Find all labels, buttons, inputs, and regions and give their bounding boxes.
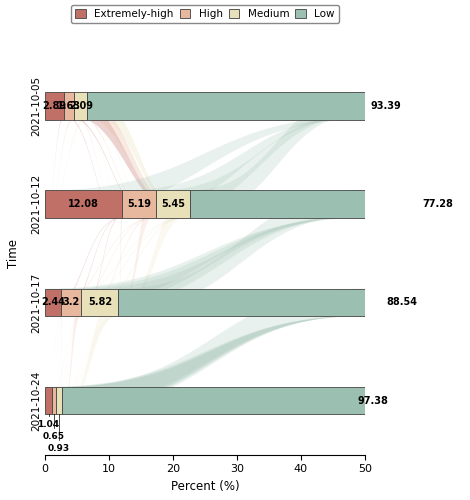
- Polygon shape: [45, 217, 190, 312]
- Bar: [45, 190, 123, 218]
- Polygon shape: [64, 115, 123, 218]
- Text: 2.09: 2.09: [69, 101, 93, 111]
- Text: 93.39: 93.39: [371, 101, 401, 111]
- Bar: [123, 190, 156, 218]
- Bar: [64, 92, 74, 120]
- Legend: Extremely-high, High, Medium, Low: Extremely-high, High, Medium, Low: [71, 4, 339, 23]
- Polygon shape: [87, 92, 190, 216]
- Polygon shape: [81, 214, 190, 312]
- Text: 0.65: 0.65: [43, 432, 65, 441]
- Polygon shape: [45, 217, 123, 316]
- Polygon shape: [123, 115, 365, 216]
- Polygon shape: [74, 115, 123, 217]
- Polygon shape: [64, 92, 190, 218]
- Bar: [118, 288, 470, 316]
- Text: 1.04: 1.04: [38, 420, 60, 430]
- Polygon shape: [45, 217, 365, 310]
- Polygon shape: [81, 214, 365, 310]
- Polygon shape: [45, 316, 81, 414]
- Polygon shape: [62, 288, 365, 412]
- Text: 1.63: 1.63: [57, 101, 81, 111]
- Polygon shape: [45, 316, 365, 412]
- Bar: [52, 387, 56, 414]
- Bar: [61, 288, 81, 316]
- Y-axis label: Time: Time: [7, 239, 20, 268]
- Polygon shape: [87, 115, 123, 216]
- Polygon shape: [61, 216, 156, 313]
- Polygon shape: [52, 316, 61, 414]
- Polygon shape: [156, 114, 365, 216]
- Polygon shape: [45, 316, 61, 414]
- Bar: [74, 92, 87, 120]
- Polygon shape: [45, 116, 64, 218]
- Bar: [45, 387, 52, 414]
- Polygon shape: [81, 214, 123, 316]
- Bar: [56, 387, 62, 414]
- Polygon shape: [61, 216, 190, 312]
- Polygon shape: [56, 316, 365, 412]
- Polygon shape: [52, 316, 365, 412]
- Polygon shape: [118, 190, 123, 316]
- Bar: [87, 92, 470, 120]
- Polygon shape: [45, 116, 365, 216]
- Polygon shape: [52, 316, 118, 413]
- Polygon shape: [74, 92, 190, 217]
- Text: 88.54: 88.54: [386, 298, 417, 308]
- Text: 97.38: 97.38: [358, 396, 389, 406]
- Text: 2.89: 2.89: [42, 101, 67, 111]
- X-axis label: Percent (%): Percent (%): [171, 480, 239, 493]
- Polygon shape: [45, 217, 156, 313]
- Polygon shape: [118, 190, 190, 312]
- Polygon shape: [81, 214, 156, 313]
- Polygon shape: [62, 288, 81, 414]
- Polygon shape: [61, 216, 365, 310]
- Polygon shape: [45, 116, 87, 216]
- Polygon shape: [118, 190, 156, 313]
- Polygon shape: [56, 316, 81, 414]
- Bar: [190, 190, 470, 218]
- Polygon shape: [64, 114, 156, 218]
- Polygon shape: [61, 288, 62, 414]
- Polygon shape: [45, 116, 74, 217]
- Text: 12.08: 12.08: [69, 199, 99, 209]
- Text: 3.2: 3.2: [63, 298, 80, 308]
- Bar: [81, 288, 118, 316]
- Bar: [45, 288, 61, 316]
- Polygon shape: [61, 216, 123, 316]
- Text: 5.19: 5.19: [127, 199, 151, 209]
- Polygon shape: [118, 190, 365, 310]
- Polygon shape: [45, 316, 118, 413]
- Text: 2.44: 2.44: [41, 298, 65, 308]
- Text: 0.93: 0.93: [48, 444, 70, 453]
- Polygon shape: [74, 114, 156, 217]
- Polygon shape: [87, 114, 156, 216]
- Text: 5.82: 5.82: [88, 298, 112, 308]
- Polygon shape: [62, 288, 118, 413]
- Bar: [62, 387, 470, 414]
- Polygon shape: [52, 316, 81, 414]
- Polygon shape: [190, 92, 365, 216]
- Text: 77.28: 77.28: [422, 199, 453, 209]
- Bar: [45, 92, 64, 120]
- Text: 5.45: 5.45: [161, 199, 185, 209]
- Polygon shape: [56, 316, 118, 413]
- Bar: [156, 190, 190, 218]
- Polygon shape: [56, 316, 61, 414]
